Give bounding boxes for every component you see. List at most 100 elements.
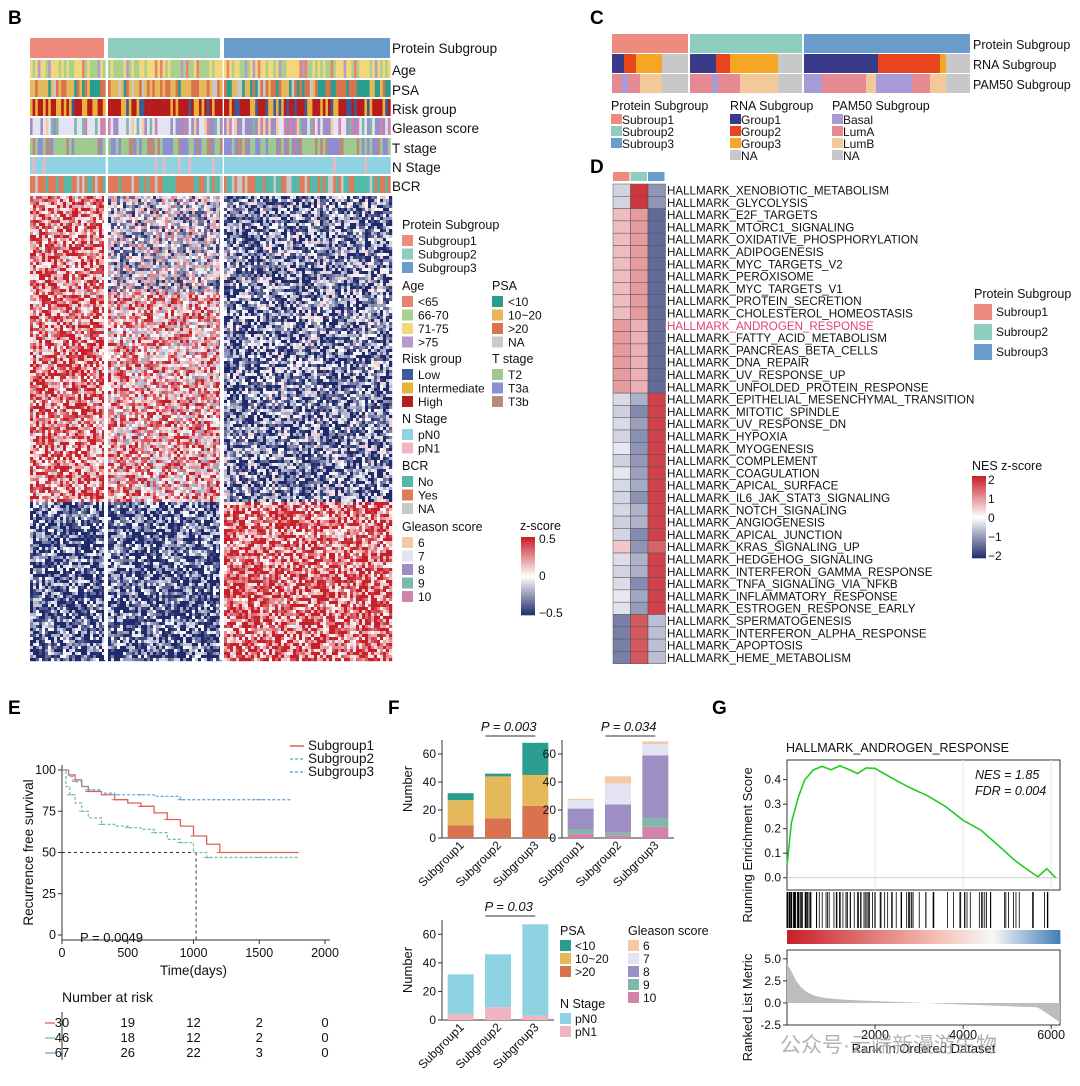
heatmap-cell <box>78 580 82 584</box>
heatmap-cell <box>45 244 49 248</box>
annotation-cell <box>35 157 39 174</box>
heatmap-cell <box>69 463 73 467</box>
heatmap-cell <box>78 214 82 218</box>
annotation-cell <box>338 118 342 135</box>
heatmap-cell <box>42 379 46 383</box>
heatmap-cell <box>48 559 52 563</box>
heatmap-cell <box>42 244 46 248</box>
heatmap-cell <box>138 199 142 203</box>
annotation-cell <box>346 118 350 135</box>
annotation-cell <box>35 80 39 97</box>
heatmap-cell <box>90 379 94 383</box>
heatmap-cell <box>93 247 97 251</box>
annotation-cell <box>95 80 98 97</box>
heatmap-cell <box>57 295 61 299</box>
heatmap-cell <box>69 610 73 614</box>
annotation-cell <box>131 138 135 155</box>
heatmap-cell <box>99 379 103 383</box>
annotation-cell <box>191 80 195 97</box>
heatmap-cell <box>30 463 34 467</box>
heatmap-cell <box>84 271 88 275</box>
heatmap-cell <box>48 199 52 203</box>
annotation-cell <box>335 60 339 78</box>
heatmap-cell <box>69 550 73 554</box>
heatmap-cell <box>30 436 34 440</box>
heatmap-cell <box>84 475 88 479</box>
annotation-cell <box>32 60 36 78</box>
heatmap-cell <box>42 289 46 293</box>
heatmap-cell <box>42 481 46 485</box>
heatmap-cell <box>78 196 82 200</box>
heatmap-cell <box>96 250 100 254</box>
heatmap-cell <box>57 250 61 254</box>
heatmap-cell <box>99 562 103 566</box>
heatmap-cell <box>36 505 40 509</box>
heatmap-cell <box>84 403 88 407</box>
heatmap-cell <box>39 325 43 329</box>
heatmap-cell <box>72 286 76 290</box>
annotation-cell <box>113 157 117 174</box>
heatmap-cell <box>99 595 103 599</box>
heatmap-cell <box>84 460 88 464</box>
heatmap-cell <box>93 301 97 305</box>
heatmap-cell <box>84 589 88 593</box>
annotation-cell <box>206 118 210 135</box>
heatmap-cell <box>78 274 82 278</box>
heatmap-cell <box>51 649 55 653</box>
heatmap-cell <box>99 625 103 629</box>
heatmap-cell <box>33 304 37 308</box>
heatmap-cell <box>42 241 46 245</box>
heatmap-cell <box>39 397 43 401</box>
heatmap-cell <box>99 352 103 356</box>
heatmap-cell <box>78 502 82 506</box>
heatmap-cell <box>30 601 34 605</box>
heatmap-cell <box>75 637 79 641</box>
annotation-cell <box>139 80 143 97</box>
heatmap-cell <box>93 586 97 590</box>
annotation-cell <box>141 118 145 135</box>
heatmap-cell <box>72 202 76 206</box>
heatmap-cell <box>96 211 100 215</box>
heatmap-cell <box>57 376 61 380</box>
heatmap-cell <box>99 466 103 470</box>
heatmap-cell <box>36 325 40 329</box>
heatmap-cell <box>72 430 76 434</box>
annotation-cell <box>374 138 378 155</box>
heatmap-cell <box>30 262 34 266</box>
heatmap-cell <box>81 475 85 479</box>
annotation-cell <box>115 99 119 116</box>
heatmap-cell <box>39 640 43 644</box>
heatmap-cell <box>54 337 58 341</box>
annotation-cell <box>361 138 365 155</box>
heatmap-cell <box>78 421 82 425</box>
heatmap-cell <box>57 199 61 203</box>
heatmap-cell <box>102 337 106 341</box>
heatmap-cell <box>60 334 64 338</box>
heatmap-cell <box>54 607 58 611</box>
heatmap-cell <box>78 268 82 272</box>
heatmap-cell <box>51 241 55 245</box>
heatmap-cell <box>99 421 103 425</box>
heatmap-cell <box>30 655 34 659</box>
heatmap-cell <box>39 205 43 209</box>
heatmap-cell <box>87 610 91 614</box>
heatmap-cell <box>99 406 103 410</box>
heatmap-cell <box>75 298 79 302</box>
heatmap-cell <box>42 250 46 254</box>
annotation-cell <box>196 118 200 135</box>
heatmap-cell <box>69 298 73 302</box>
heatmap-cell <box>66 469 70 473</box>
heatmap-cell <box>69 355 73 359</box>
heatmap-cell <box>63 310 67 314</box>
heatmap-cell <box>75 568 79 572</box>
heatmap-cell <box>69 418 73 422</box>
annotation-cell <box>359 60 363 78</box>
heatmap-cell <box>96 505 100 509</box>
heatmap-cell <box>66 493 70 497</box>
annotation-cell <box>348 138 352 155</box>
heatmap-cell <box>90 334 94 338</box>
annotation-cell <box>302 60 305 78</box>
heatmap-cell <box>72 262 76 266</box>
annotation-cell <box>199 99 202 116</box>
heatmap-cell <box>99 397 103 401</box>
